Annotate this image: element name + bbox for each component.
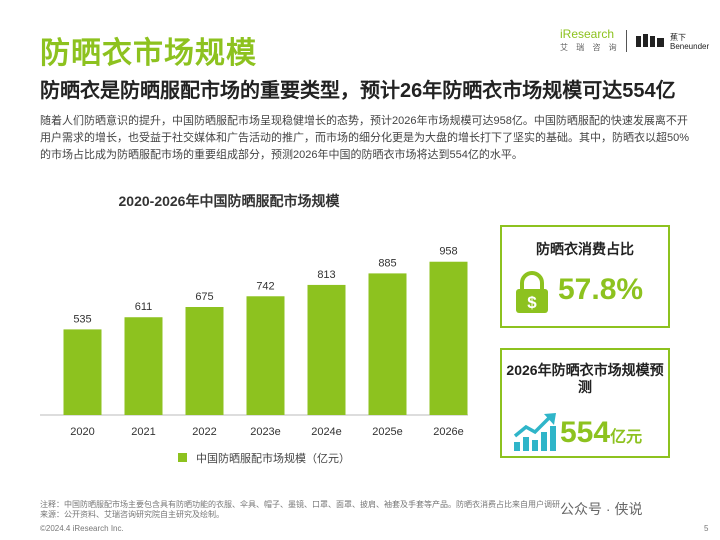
- data-label-2023e: 742: [256, 280, 274, 292]
- x-tick-2026e: 2026e: [433, 426, 464, 438]
- watermark: 公众号 · 侠说: [560, 501, 643, 517]
- market-forecast-number: 554: [560, 416, 611, 449]
- market-forecast-value: 554亿元: [560, 416, 642, 450]
- footnote-note: 注释：中国防晒服配市场主要包含具有防晒功能的衣服、伞具、帽子、墨镜、口罩、面罩、…: [40, 500, 560, 509]
- data-label-2024e: 813: [317, 269, 335, 281]
- svg-text:$: $: [527, 293, 537, 312]
- data-label-2020: 535: [73, 313, 91, 325]
- logo-divider: [626, 30, 627, 52]
- chart-legend: 中国防晒服配市场规模（亿元）: [178, 451, 350, 465]
- data-label-2026e: 958: [439, 246, 457, 258]
- legend-label: 中国防晒服配市场规模（亿元）: [196, 451, 350, 465]
- bar-chart: 535 2020 611 2021 675 2022 742 2023e 813 2024e 885…: [40, 246, 468, 465]
- consumption-share-label: 防晒衣消费占比: [536, 241, 634, 257]
- x-tick-2022: 2022: [192, 426, 216, 438]
- data-label-2022: 675: [195, 291, 213, 303]
- beneunder-logo-text: 蕉下: [670, 33, 686, 42]
- page-title: 防晒衣市场规模: [40, 37, 257, 70]
- footnote-source: 来源：公开资料、艾瑞咨询研究院自主研究及绘制。: [40, 510, 224, 519]
- x-tick-2025e: 2025e: [372, 426, 403, 438]
- iresearch-logo-subtext: 艾 瑞 咨 询: [560, 43, 620, 52]
- x-tick-2024e: 2024e: [311, 426, 342, 438]
- x-tick-2023e: 2023e: [250, 426, 281, 438]
- x-tick-2021: 2021: [131, 426, 155, 438]
- intro-paragraph: 随着人们防晒意识的提升，中国防晒服配市场呈现稳健增长的态势，预计2026年市场规…: [40, 115, 690, 161]
- copyright: ©2024.4 iResearch Inc.: [40, 524, 124, 533]
- beneunder-mark-icon: [636, 34, 664, 47]
- bar-2021: [124, 317, 163, 415]
- bar-2026e: [429, 261, 468, 415]
- x-tick-2020: 2020: [70, 426, 94, 438]
- data-label-2025e: 885: [378, 257, 396, 269]
- page-number: 5: [704, 524, 709, 533]
- legend-swatch: [178, 453, 187, 462]
- bar-2020: [63, 329, 102, 415]
- iresearch-logo: iResearch 艾 瑞 咨 询: [560, 28, 620, 54]
- iresearch-logo-text: iResearch: [560, 27, 615, 41]
- beneunder-logo-subtext: Beneunder: [670, 42, 710, 51]
- bar-2022: [185, 307, 224, 415]
- consumption-share-card: 防晒衣消费占比 $ 57.8%: [500, 225, 670, 328]
- page-subtitle: 防晒衣是防晒服配市场的重要类型，预计26年防晒衣市场规模可达554亿: [40, 80, 676, 102]
- market-forecast-card: 2026年防晒衣市场规模预测 554亿元: [500, 348, 670, 458]
- growth-arrow-icon: [513, 413, 556, 451]
- data-label-2021: 611: [135, 301, 153, 313]
- footnote: 注释：中国防晒服配市场主要包含具有防晒功能的衣服、伞具、帽子、墨镜、口罩、面罩、…: [40, 500, 580, 520]
- bar-2023e: [246, 296, 285, 415]
- market-forecast-unit: 亿元: [610, 429, 643, 446]
- dollar-lock-icon: $: [516, 271, 548, 313]
- market-forecast-label: 2026年防晒衣市场规模预测: [506, 362, 664, 395]
- chart-title: 2020-2026年中国防晒服配市场规模: [118, 193, 340, 209]
- bar-2025e: [368, 273, 407, 415]
- bar-2024e: [307, 284, 346, 415]
- consumption-share-value: 57.8%: [558, 273, 644, 306]
